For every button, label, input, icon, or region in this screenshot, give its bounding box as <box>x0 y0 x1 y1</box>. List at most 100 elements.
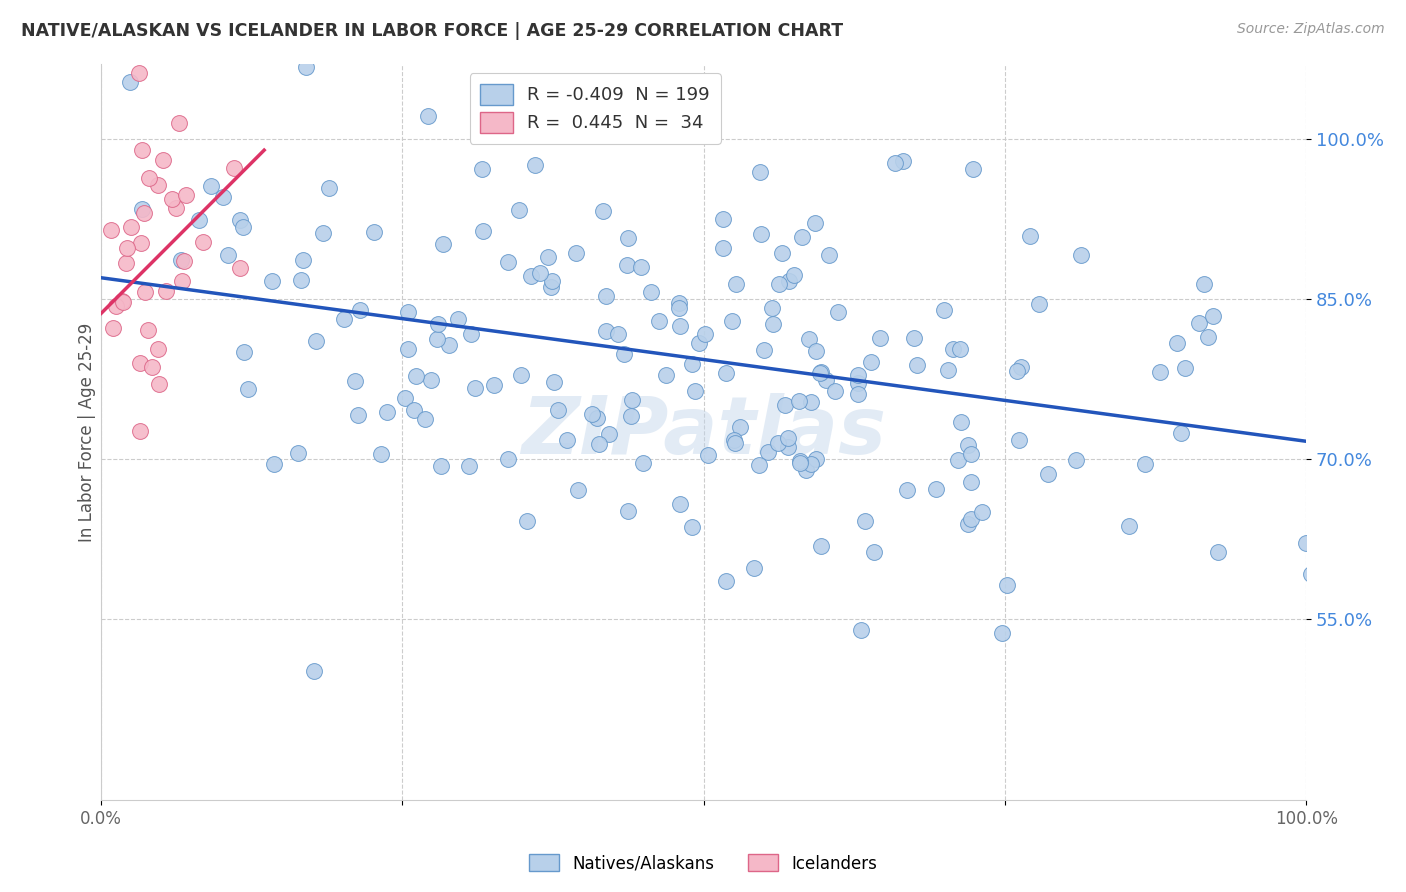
Point <box>761 301 783 315</box>
Point <box>762 317 785 331</box>
Point <box>167 116 190 130</box>
Point <box>1028 297 1050 311</box>
Point <box>789 453 811 467</box>
Point <box>669 319 692 334</box>
Point <box>432 237 454 252</box>
Point <box>787 393 810 408</box>
Text: Source: ZipAtlas.com: Source: ZipAtlas.com <box>1237 22 1385 37</box>
Point <box>752 343 775 357</box>
Point <box>1019 228 1042 243</box>
Point <box>460 327 482 342</box>
Point <box>547 403 569 417</box>
Point <box>419 373 441 387</box>
Point <box>1306 442 1329 457</box>
Point <box>160 192 183 206</box>
Point <box>606 327 628 342</box>
Y-axis label: In Labor Force | Age 25-29: In Labor Force | Age 25-29 <box>79 323 96 541</box>
Point <box>222 161 245 175</box>
Point <box>742 560 765 574</box>
Point <box>783 268 806 282</box>
Point <box>200 178 222 193</box>
Point <box>1010 360 1032 375</box>
Point <box>1008 433 1031 447</box>
Point <box>67 287 90 301</box>
Point <box>169 253 191 268</box>
Point <box>312 226 335 240</box>
Point <box>165 201 187 215</box>
Point <box>70 158 93 172</box>
Point <box>668 296 690 310</box>
Point <box>529 97 551 112</box>
Point <box>132 206 155 220</box>
Point <box>942 342 965 356</box>
Point <box>711 241 734 255</box>
Point <box>46 253 69 268</box>
Point <box>101 321 124 335</box>
Point <box>721 314 744 328</box>
Point <box>950 416 973 430</box>
Point <box>129 424 152 438</box>
Point <box>1206 545 1229 559</box>
Point <box>332 312 354 326</box>
Point <box>588 437 610 451</box>
Point <box>1188 316 1211 330</box>
Point <box>620 409 643 423</box>
Point <box>1197 329 1219 343</box>
Point <box>1295 536 1317 550</box>
Point <box>800 457 823 471</box>
Point <box>1118 518 1140 533</box>
Point <box>396 342 419 356</box>
Point <box>778 273 800 287</box>
Point <box>803 216 825 230</box>
Point <box>429 459 451 474</box>
Point <box>114 256 136 270</box>
Point <box>586 410 609 425</box>
Point <box>723 433 745 447</box>
Point <box>776 440 799 454</box>
Point <box>555 433 578 447</box>
Point <box>728 419 751 434</box>
Point <box>756 445 779 459</box>
Point <box>290 273 312 287</box>
Point <box>770 246 793 260</box>
Point <box>862 545 884 559</box>
Point <box>990 625 1012 640</box>
Point <box>946 453 969 467</box>
Point <box>141 360 163 375</box>
Point <box>972 505 994 519</box>
Point <box>800 394 823 409</box>
Point <box>630 260 652 275</box>
Point <box>516 514 538 528</box>
Point <box>55 490 77 504</box>
Point <box>1149 365 1171 379</box>
Point <box>529 266 551 280</box>
Point <box>232 219 254 234</box>
Point <box>778 431 800 445</box>
Point <box>524 157 547 171</box>
Point <box>697 448 720 462</box>
Point <box>131 143 153 157</box>
Point <box>347 409 370 423</box>
Point <box>35 430 58 444</box>
Point <box>714 574 737 588</box>
Point <box>869 331 891 345</box>
Point <box>120 219 142 234</box>
Point <box>464 381 486 395</box>
Point <box>903 331 925 345</box>
Point <box>418 109 440 123</box>
Point <box>129 235 152 250</box>
Point <box>537 251 560 265</box>
Point <box>134 285 156 299</box>
Point <box>260 274 283 288</box>
Point <box>640 285 662 299</box>
Point <box>846 376 869 391</box>
Point <box>155 285 177 299</box>
Point <box>824 384 846 398</box>
Point <box>814 373 837 387</box>
Point <box>105 299 128 313</box>
Point <box>905 358 928 372</box>
Point <box>932 302 955 317</box>
Point <box>808 367 831 381</box>
Point <box>827 304 849 318</box>
Point <box>170 274 193 288</box>
